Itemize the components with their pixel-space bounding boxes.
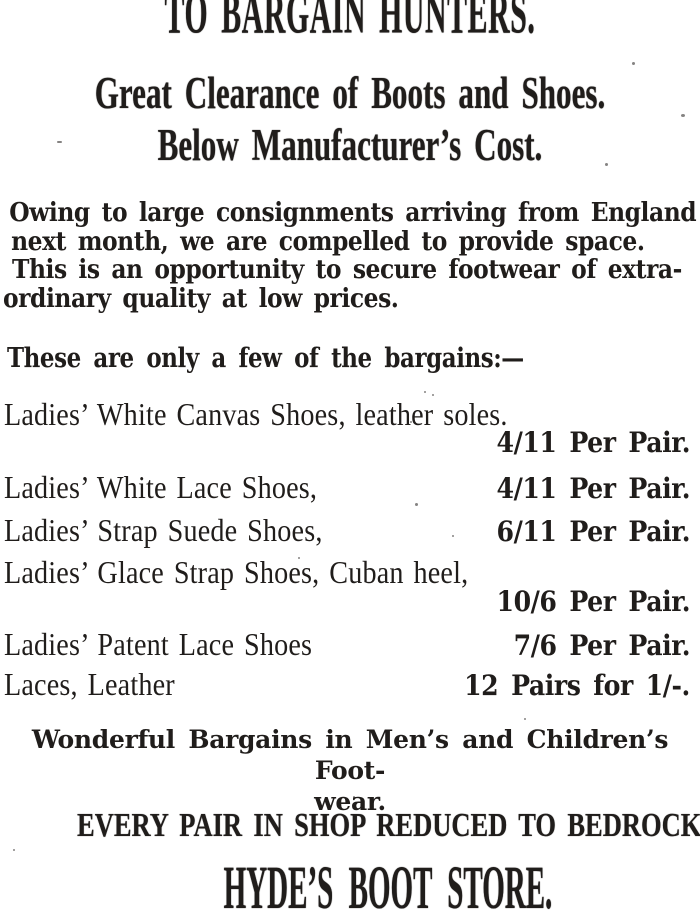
scan-speck [57, 141, 62, 143]
bargain-item-row: Ladies’ Patent Lace Shoes 7/6 Per Pair. [4, 626, 690, 662]
scan-speck [298, 557, 300, 559]
scan-speck [681, 114, 685, 117]
bargain-item-row: Ladies’ Glace Strap Shoes, Cuban heel, [4, 554, 690, 590]
scan-speck [353, 796, 355, 798]
item-name: Ladies’ Glace Strap Shoes, Cuban heel, [4, 554, 469, 590]
item-price: 4/11 Per Pair. [496, 426, 690, 459]
scan-speck [452, 535, 454, 537]
ad-headline: TO BARGAIN HUNTERS. [164, 0, 536, 47]
scan-speck [13, 849, 15, 851]
item-price: 7/6 Per Pair. [513, 629, 691, 662]
bargains-lead-line: These are only a few of the bargains:— [7, 343, 524, 374]
scan-speck [632, 62, 635, 65]
scan-speck [163, 143, 165, 145]
scan-speck [605, 163, 608, 166]
mens-childrens-note: Wonderful Bargains in Men’s and Children… [0, 724, 700, 817]
scan-speck [424, 391, 426, 393]
item-price: 10/6 Per Pair. [496, 585, 690, 618]
bargain-item-row: Laces, Leather 12 Pairs for 1/-. [4, 666, 690, 702]
intro-line: ordinary quality at low prices. [3, 283, 399, 314]
ad-subheadline: Great Clearance of Boots and Shoes. Belo… [91, 68, 609, 172]
scan-speck [524, 718, 526, 720]
scan-speck [415, 503, 418, 506]
item-name: Ladies’ White Lace Shoes, [4, 469, 318, 505]
item-name: Laces, Leather [4, 666, 175, 702]
footnote-line-2: wear. [314, 787, 386, 816]
item-name: Ladies’ Strap Suede Shoes, [4, 512, 323, 548]
item-name: Ladies’ White Canvas Shoes, leather sole… [4, 396, 508, 432]
item-name: Ladies’ Patent Lace Shoes [4, 626, 313, 662]
item-price: 6/11 Per Pair. [496, 515, 690, 548]
intro-paragraph: Owing to large consignments arriving fro… [3, 198, 697, 314]
intro-line: Owing to large consignments arriving fro… [9, 198, 697, 228]
bargain-item-row: Ladies’ Strap Suede Shoes, 6/11 Per Pair… [4, 512, 690, 548]
store-name: HYDE’S BOOT STORE. [223, 853, 553, 922]
bargain-price-row: 4/11 Per Pair. [4, 427, 690, 459]
reduction-banner: EVERY PAIR IN SHOP REDUCED TO BEDROCK. [77, 807, 700, 844]
intro-line: next month, we are compelled to provide … [11, 226, 645, 257]
item-price: 4/11 Per Pair. [496, 472, 690, 505]
subheadline-line-2: Below Manufacturer’s Cost. [157, 120, 543, 171]
item-price: 12 Pairs for 1/-. [464, 669, 690, 702]
footnote-line-1: Wonderful Bargains in Men’s and Children… [31, 725, 669, 785]
bargain-item-row: Ladies’ White Lace Shoes, 4/11 Per Pair. [4, 469, 690, 505]
scan-speck [432, 394, 434, 396]
subheadline-line-1: Great Clearance of Boots and Shoes. [94, 69, 606, 119]
intro-line: This is an opportunity to secure footwea… [12, 255, 682, 285]
scan-speck [410, 421, 412, 423]
bargain-item-row: Ladies’ White Canvas Shoes, leather sole… [4, 396, 690, 432]
bargain-price-row: 10/6 Per Pair. [4, 586, 690, 618]
